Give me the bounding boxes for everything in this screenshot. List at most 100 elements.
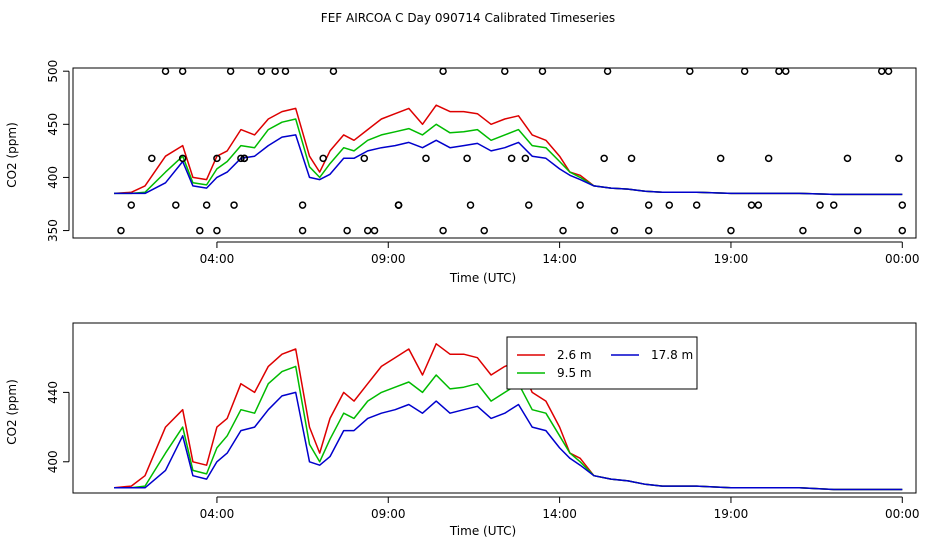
bottom-series-line-17-8-m (114, 391, 903, 491)
scatter-point (830, 201, 838, 209)
scatter-point (281, 67, 290, 75)
scatter-point (213, 226, 221, 235)
bottom-panel: 04:00 09:00 14:00 19:00 00:00 400 440 Time (U… (5, 322, 920, 538)
scatter-point (298, 201, 307, 209)
scatter-point (895, 154, 903, 163)
scatter-point (816, 201, 824, 209)
scatter-point (213, 154, 221, 163)
top-y-axis-label: CO2 (ppm) (5, 122, 19, 188)
scatter-point (603, 67, 612, 75)
scatter-point (538, 67, 547, 75)
scatter-point (853, 226, 862, 235)
top-x-tick-label: 09:00 (371, 252, 406, 266)
bottom-plot-frame (72, 322, 917, 494)
scatter-point (747, 201, 756, 209)
scatter-point (740, 67, 749, 75)
scatter-point (363, 226, 372, 235)
scatter-point (172, 201, 180, 209)
scatter-point (559, 226, 567, 235)
top-y-tick-label: 400 (46, 166, 60, 189)
top-series-line-2-6-m (114, 104, 903, 196)
bottom-y-axis-label: CO2 (ppm) (5, 379, 19, 445)
top-series-line-9-5-m (114, 118, 903, 196)
scatter-point (439, 67, 447, 75)
scatter-point (727, 226, 735, 235)
scatter-point (271, 67, 279, 75)
scatter-point (610, 226, 619, 235)
scatter-point (576, 201, 584, 209)
top-y-tick-label: 450 (46, 113, 60, 136)
scatter-point (439, 226, 447, 235)
scatter-point (764, 154, 773, 163)
scatter-point (463, 154, 471, 163)
scatter-point (501, 67, 509, 75)
scatter-point (343, 226, 351, 235)
figure-title: FEF AIRCOA C Day 090714 Calibrated Times… (321, 11, 615, 25)
scatter-point (127, 201, 136, 209)
scatter-point (877, 67, 886, 75)
scatter-point (196, 226, 204, 235)
scatter-point (178, 154, 187, 163)
bottom-x-tick-label: 00:00 (885, 507, 920, 521)
legend: 2.6 m 17.8 m 9.5 m (506, 336, 698, 390)
scatter-point (237, 154, 245, 163)
top-panel: 04:00 09:00 14:00 19:00 00:00 350 400 450 500 T… (5, 60, 920, 285)
bottom-y-tick-label: 400 (46, 450, 60, 473)
scatter-point (257, 67, 266, 75)
scatter-point (644, 226, 653, 235)
top-x-tick-label: 19:00 (714, 252, 749, 266)
scatter-point (226, 67, 235, 75)
scatter-point (665, 201, 674, 209)
scatter-point (754, 201, 763, 209)
legend-label-2-6m: 2.6 m (557, 348, 592, 362)
bottom-x-axis-label: Time (UTC) (449, 524, 516, 538)
scatter-point (716, 154, 725, 163)
scatter-point (370, 226, 379, 235)
scatter-point (692, 201, 701, 209)
top-series-line-17-8-m (114, 134, 903, 196)
scatter-point (240, 154, 249, 163)
scatter-point (686, 67, 694, 75)
scatter-point (230, 201, 238, 209)
scatter-point (627, 154, 636, 163)
scatter-point (148, 154, 156, 163)
bottom-x-ticks: 04:00 09:00 14:00 19:00 00:00 (200, 496, 920, 521)
bottom-x-tick-label: 04:00 (200, 507, 235, 521)
scatter-point (360, 154, 369, 163)
scatter-point (799, 226, 807, 235)
top-y-tick-label: 500 (46, 60, 60, 83)
scatter-point (394, 201, 403, 209)
scatter-point (843, 154, 852, 163)
scatter-point (600, 154, 608, 163)
bottom-x-tick-label: 19:00 (714, 507, 749, 521)
top-x-tick-label: 00:00 (885, 252, 920, 266)
top-x-tick-label: 04:00 (200, 252, 235, 266)
legend-label-17-8m: 17.8 m (651, 348, 693, 362)
scatter-point (329, 67, 338, 75)
scatter-point (298, 226, 307, 235)
scatter-point (117, 226, 125, 235)
scatter-point (884, 67, 893, 75)
bottom-series-lines (114, 343, 903, 491)
top-x-axis-label: Time (UTC) (449, 271, 516, 285)
bottom-y-tick-label: 440 (46, 381, 60, 404)
top-scatter-points (117, 67, 907, 235)
scatter-point (319, 154, 327, 163)
legend-box (506, 336, 698, 390)
top-y-ticks: 350 400 450 500 (46, 60, 70, 242)
scatter-point (898, 201, 907, 209)
scatter-point (525, 201, 533, 209)
bottom-y-ticks: 400 440 (46, 381, 70, 473)
scatter-point (507, 154, 516, 163)
scatter-point (775, 67, 783, 75)
bottom-x-tick-label: 09:00 (371, 507, 406, 521)
top-y-tick-label: 350 (46, 219, 60, 242)
top-series-lines (114, 104, 903, 196)
bottom-x-tick-label: 14:00 (542, 507, 577, 521)
scatter-point (161, 67, 170, 75)
scatter-point (178, 67, 187, 75)
scatter-point (898, 226, 907, 235)
scatter-point (644, 201, 653, 209)
scatter-point (521, 154, 530, 163)
scatter-point (466, 201, 475, 209)
